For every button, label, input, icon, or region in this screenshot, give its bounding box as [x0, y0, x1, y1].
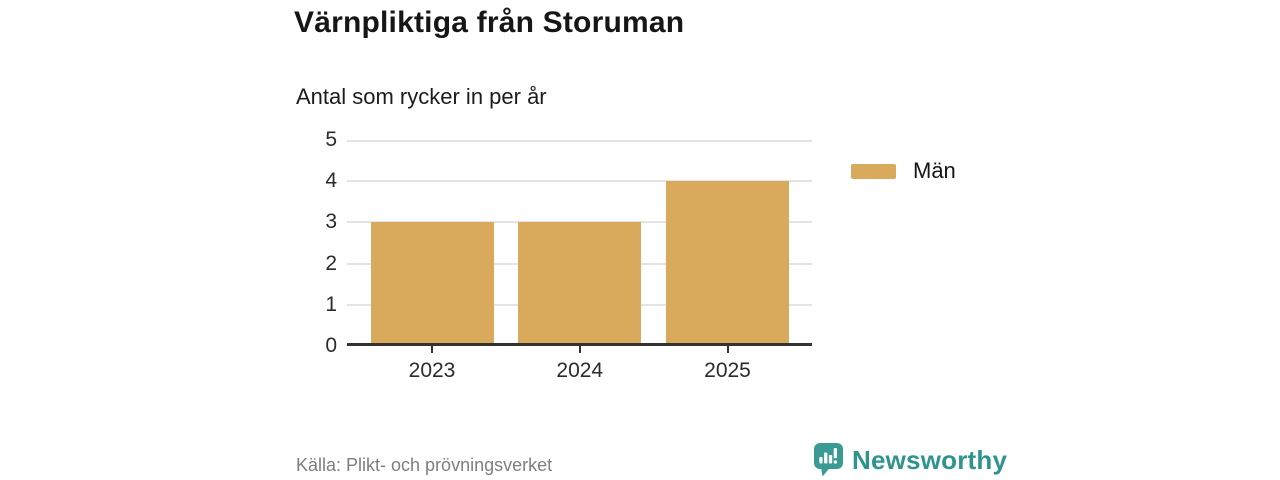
plot-area — [347, 140, 812, 353]
gridline-5 — [347, 140, 812, 142]
source-text: Källa: Plikt- och prövningsverket — [296, 455, 553, 475]
x-axis-line — [347, 343, 812, 346]
x-axis-label-2025: 2025 — [704, 359, 751, 382]
bar-2023 — [370, 222, 494, 346]
x-tick-2025 — [726, 346, 729, 353]
newsworthy-logo-icon — [814, 443, 843, 477]
y-axis-label-0: 0 — [325, 334, 337, 357]
x-axis-label-2024: 2024 — [556, 359, 604, 382]
y-axis-label-5: 5 — [325, 128, 337, 151]
y-axis-label-4: 4 — [325, 169, 337, 193]
chart-title: Värnpliktiga från Storuman — [294, 6, 685, 39]
legend: Män — [851, 157, 956, 185]
gridline-4 — [347, 180, 812, 183]
bar-2025 — [666, 181, 789, 346]
legend-swatch — [851, 163, 896, 179]
x-tick-2023 — [431, 346, 433, 353]
brand-link[interactable]: Newsworthy — [814, 442, 1007, 478]
y-axis-label-2: 2 — [325, 251, 337, 275]
x-axis-label-2023: 2023 — [408, 359, 456, 382]
legend-label: Män — [913, 158, 956, 183]
brand-name: Newsworthy — [852, 445, 1008, 475]
chart-subtitle: Antal som rycker in per år — [296, 84, 547, 109]
y-axis-label-1: 1 — [325, 292, 337, 316]
bar-2024 — [518, 222, 642, 346]
y-axis-label-3: 3 — [325, 210, 337, 234]
x-tick-2024 — [578, 346, 581, 353]
